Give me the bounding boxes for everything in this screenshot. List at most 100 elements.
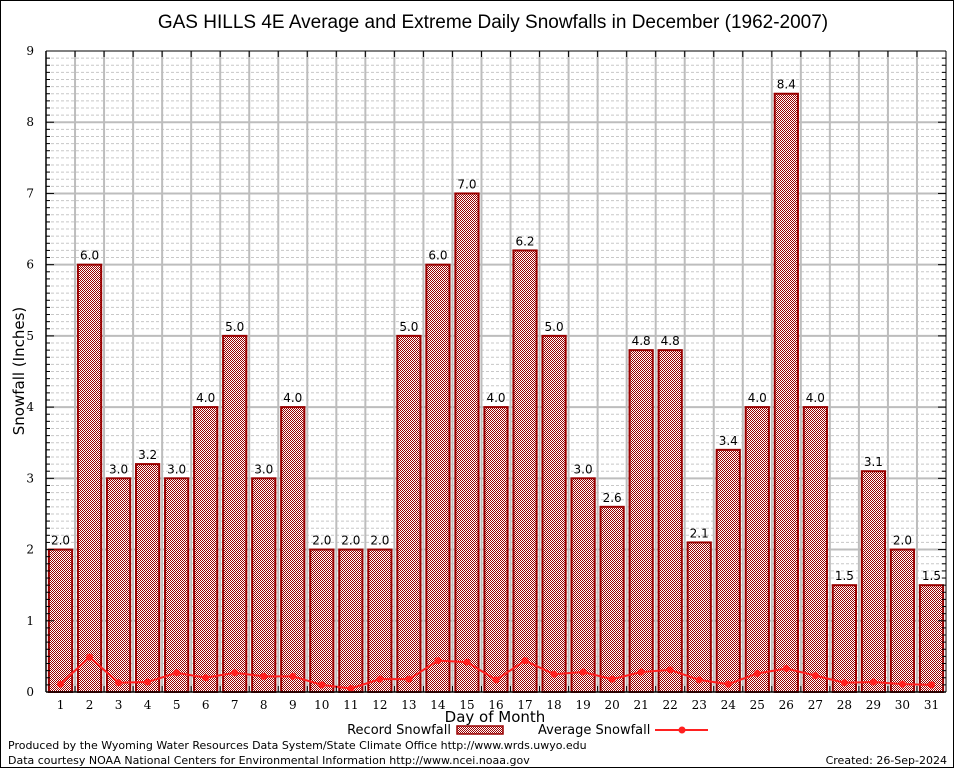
bar-day-20 xyxy=(599,505,625,694)
bar-label-day-12: 2.0 xyxy=(370,534,389,548)
bar-label-day-9: 4.0 xyxy=(283,391,302,405)
bar-day-19 xyxy=(570,477,596,694)
x-tick-label: 10 xyxy=(314,698,329,712)
x-tick-label: 22 xyxy=(663,698,678,712)
footer-data-courtesy: Data courtesy NOAA National Centers for … xyxy=(8,754,530,767)
bar-label-day-30: 2.0 xyxy=(893,534,912,548)
y-tick-label: 7 xyxy=(26,186,34,200)
bar-label-day-28: 1.5 xyxy=(835,569,854,583)
bar-day-17 xyxy=(512,249,538,694)
average-line xyxy=(57,653,935,692)
bar-label-day-20: 2.6 xyxy=(603,491,622,505)
bar-day-22 xyxy=(657,349,683,693)
bar-day-12 xyxy=(367,548,393,693)
average-point-day-4 xyxy=(144,678,152,686)
bar-label-day-3: 3.0 xyxy=(109,462,128,476)
bar-day-24 xyxy=(715,448,741,693)
average-point-day-9 xyxy=(289,672,297,680)
x-tick-label: 7 xyxy=(231,698,239,712)
average-point-day-23 xyxy=(695,676,703,684)
x-tick-label: 12 xyxy=(372,698,387,712)
bar-label-day-14: 6.0 xyxy=(428,249,447,263)
bar-label-day-4: 3.2 xyxy=(138,448,157,462)
bar-label-day-22: 4.8 xyxy=(661,334,680,348)
legend-marker-average xyxy=(678,726,686,734)
bar-day-26 xyxy=(773,92,799,693)
average-point-day-21 xyxy=(637,668,645,676)
x-tick-label: 25 xyxy=(750,698,765,712)
x-tick-labels: 1 2 3 4 5 6 7 8 9 10 11 12 13 14 15 16 17 18 19 20 21 22 23 24 2… xyxy=(57,698,939,712)
average-point-day-2 xyxy=(86,653,94,661)
bar-label-day-19: 3.0 xyxy=(574,462,593,476)
y-tick-label: 4 xyxy=(26,400,34,414)
average-point-day-7 xyxy=(231,669,239,677)
x-tick-label: 13 xyxy=(401,698,416,712)
axes xyxy=(45,50,947,693)
bar-label-day-26: 8.4 xyxy=(777,78,796,92)
bar-label-day-11: 2.0 xyxy=(341,534,360,548)
x-tick-label: 27 xyxy=(808,698,823,712)
bar-day-6 xyxy=(193,406,219,693)
average-point-day-25 xyxy=(753,669,761,677)
y-tick-label: 5 xyxy=(26,329,34,343)
bar-label-day-23: 2.1 xyxy=(690,526,709,540)
x-axis-label: Day of Month xyxy=(445,708,546,726)
average-point-day-16 xyxy=(492,676,500,684)
legend-label-record: Record Snowfall xyxy=(347,723,451,738)
x-tick-label: 1 xyxy=(57,698,65,712)
bar-label-day-13: 5.0 xyxy=(399,320,418,334)
bar-day-11 xyxy=(338,548,364,693)
x-tick-label: 30 xyxy=(895,698,910,712)
legend-swatch-record xyxy=(456,725,504,735)
bar-day-13 xyxy=(396,334,422,693)
y-tick-labels: 0 1 2 3 4 5 6 7 8 9 xyxy=(26,44,34,699)
x-tick-label: 31 xyxy=(924,698,939,712)
bar-label-day-16: 4.0 xyxy=(486,391,505,405)
average-point-day-30 xyxy=(898,680,906,688)
average-point-day-17 xyxy=(521,657,529,665)
average-point-day-10 xyxy=(318,681,326,689)
average-point-day-12 xyxy=(376,675,384,683)
average-point-day-24 xyxy=(724,680,732,688)
bar-label-day-27: 4.0 xyxy=(806,391,825,405)
x-tick-label: 5 xyxy=(173,698,181,712)
average-point-day-6 xyxy=(202,674,210,682)
bar-label-day-24: 3.4 xyxy=(719,434,738,448)
bar-label-day-15: 7.0 xyxy=(457,177,476,191)
x-tick-label: 8 xyxy=(260,698,268,712)
x-tick-label: 6 xyxy=(202,698,210,712)
bar-day-23 xyxy=(686,541,712,694)
y-axis-label: Snowfall (Inches) xyxy=(10,307,28,435)
average-point-day-28 xyxy=(840,679,848,687)
average-point-day-1 xyxy=(57,680,65,688)
average-point-day-3 xyxy=(115,679,123,687)
average-point-day-14 xyxy=(434,657,442,665)
bar-day-9 xyxy=(280,406,306,693)
x-tick-label: 20 xyxy=(604,698,619,712)
average-point-day-5 xyxy=(173,669,181,677)
x-tick-label: 28 xyxy=(837,698,852,712)
bar-day-25 xyxy=(744,406,770,693)
x-tick-label: 17 xyxy=(517,698,532,712)
x-tick-label: 29 xyxy=(866,698,881,712)
bar-day-4 xyxy=(135,463,161,694)
bars xyxy=(47,92,945,694)
y-tick-label: 1 xyxy=(26,614,34,628)
y-tick-label: 2 xyxy=(26,543,34,557)
bar-day-18 xyxy=(541,334,567,693)
average-point-day-31 xyxy=(927,681,935,689)
x-tick-label: 21 xyxy=(634,698,649,712)
average-point-day-26 xyxy=(782,664,790,672)
x-tick-label: 3 xyxy=(115,698,123,712)
y-tick-label: 0 xyxy=(26,685,34,699)
bar-label-day-5: 3.0 xyxy=(167,462,186,476)
x-tick-label: 18 xyxy=(546,698,561,712)
average-point-day-22 xyxy=(666,666,674,674)
average-point-day-29 xyxy=(869,678,877,686)
bar-label-day-31: 1.5 xyxy=(922,569,941,583)
bar-label-day-21: 4.8 xyxy=(632,334,651,348)
y-tick-label: 3 xyxy=(26,471,34,485)
bar-day-29 xyxy=(860,470,887,694)
